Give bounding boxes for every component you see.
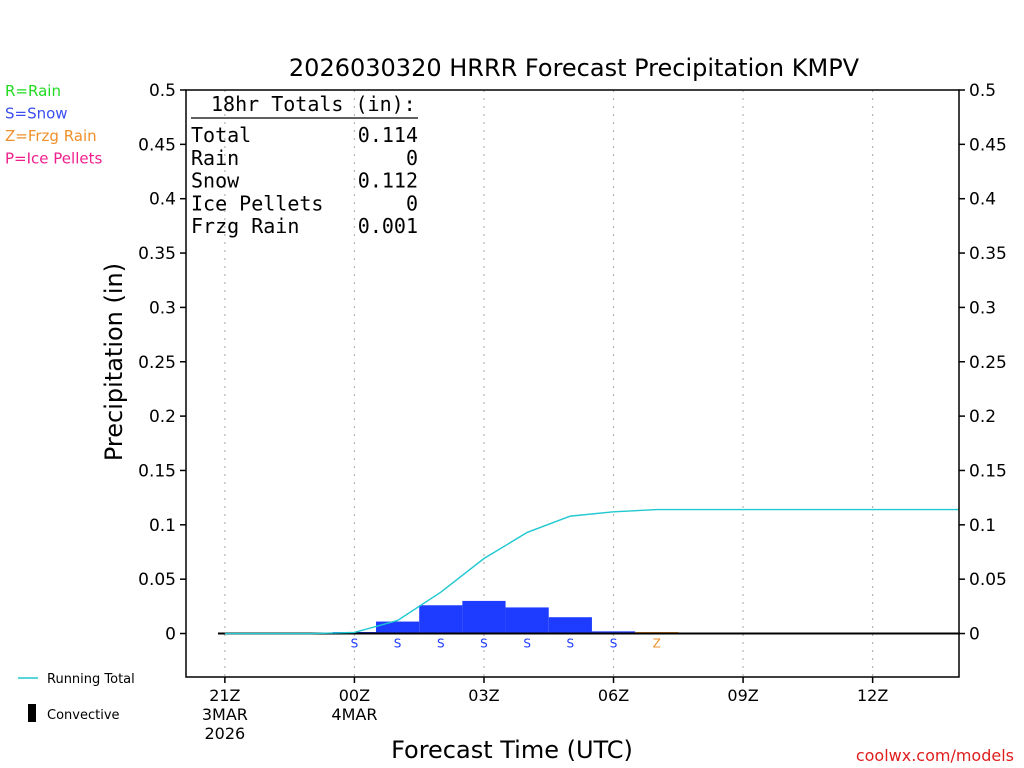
- totals-row-label: Frzg Rain: [191, 214, 299, 238]
- totals-row-value: 0.112: [358, 169, 418, 193]
- y-tick-label-right: 0.1: [969, 516, 996, 536]
- x-tick-label: 03Z: [468, 686, 499, 705]
- y-tick-label-left: 0.2: [149, 407, 176, 427]
- x-tick-date: 4MAR: [331, 705, 377, 724]
- y-tick-label-left: 0.3: [149, 298, 176, 318]
- chart-title: 2026030320 HRRR Forecast Precipitation K…: [289, 54, 860, 82]
- totals-row-value: 0: [406, 191, 418, 215]
- legend-entry: S=Snow: [5, 105, 68, 123]
- precip-type-marker: Z: [653, 637, 661, 651]
- totals-heading: 18hr Totals (in):: [211, 92, 416, 116]
- x-tick-year: 2026: [205, 724, 246, 743]
- y-tick-label-right: 0.5: [969, 81, 996, 101]
- y-tick-label-right: 0.3: [969, 298, 996, 318]
- y-tick-label-right: 0.25: [969, 353, 1007, 373]
- totals-row-value: 0.001: [358, 214, 418, 238]
- convective-legend-label: Convective: [47, 708, 120, 723]
- gridlines: [224, 90, 874, 677]
- y-tick-label-left: 0.35: [138, 244, 176, 264]
- totals-row-value: 0.114: [358, 123, 418, 147]
- totals-row-label: Rain: [191, 146, 239, 170]
- y-tick-label-right: 0.05: [969, 570, 1007, 590]
- y-axis-label: Precipitation (in): [100, 263, 128, 461]
- y-tick-label-left: 0.05: [138, 570, 176, 590]
- precip-bar: [376, 621, 420, 634]
- legend-entry: Z=Frzg Rain: [5, 127, 97, 145]
- precip-bar: [505, 607, 549, 634]
- x-tick-label: 12Z: [857, 686, 888, 705]
- precip-type-marker: S: [437, 637, 445, 651]
- x-tick-label: 00Z: [339, 686, 370, 705]
- plot-frame: [185, 89, 960, 678]
- precip-bars: [332, 600, 679, 634]
- y-tick-label-right: 0.2: [969, 407, 996, 427]
- precip-type-marker: S: [394, 637, 402, 651]
- y-tick-label-left: 0.45: [138, 135, 176, 155]
- precip-bar: [419, 605, 463, 634]
- convective-legend-swatch: [28, 704, 36, 722]
- x-tick-label: 06Z: [598, 686, 629, 705]
- x-tick-label: 09Z: [727, 686, 758, 705]
- totals-row-label: Total: [191, 123, 251, 147]
- precip-type-marker: S: [351, 637, 359, 651]
- y-tick-label-left: 0.25: [138, 353, 176, 373]
- x-tick-label: 21Z: [209, 686, 240, 705]
- precip-bar: [462, 600, 506, 634]
- precip-type-marker: S: [567, 637, 575, 651]
- x-axis-label: Forecast Time (UTC): [391, 736, 633, 764]
- y-tick-label-right: 0.15: [969, 461, 1007, 481]
- precip-type-legend: R=Rain S=Snow Z=Frzg Rain P=Ice Pellets: [5, 82, 102, 168]
- y-tick-label-left: 0.5: [149, 81, 176, 101]
- y-tick-label-left: 0.1: [149, 516, 176, 536]
- precip-type-marker: S: [480, 637, 488, 651]
- y-tick-label-right: 0.45: [969, 135, 1007, 155]
- credit-link[interactable]: coolwx.com/models: [856, 746, 1014, 765]
- running-total-legend-label: Running Total: [47, 672, 135, 687]
- precip-type-marker: S: [523, 637, 531, 651]
- totals-row-value: 0: [406, 146, 418, 170]
- running-total-line: [224, 508, 959, 635]
- legend-entry: P=Ice Pellets: [5, 150, 102, 168]
- y-tick-label-right: 0: [969, 625, 980, 645]
- precip-bar: [591, 631, 636, 634]
- x-tick-date: 3MAR: [202, 705, 248, 724]
- totals-row-label: Snow: [191, 169, 240, 193]
- totals-box: 18hr Totals (in): Total 0.114 Rain 0 Snow 0.1…: [191, 92, 418, 238]
- y-tick-label-left: 0.15: [138, 461, 176, 481]
- legend-entry: R=Rain: [5, 82, 61, 100]
- precip-bar: [548, 617, 592, 634]
- precip-type-marker: S: [610, 637, 618, 651]
- totals-row-label: Ice Pellets: [191, 191, 323, 215]
- y-tick-label-right: 0.4: [969, 190, 996, 210]
- y-tick-label-right: 0.35: [969, 244, 1007, 264]
- y-axis-ticks: 0.5 0.5 0.45 0.45 0.4 0.4 0.35 0.35 0.3 0.3 0.25 0.…: [138, 81, 1007, 645]
- y-tick-label-left: 0: [165, 625, 176, 645]
- y-tick-label-left: 0.4: [149, 190, 176, 210]
